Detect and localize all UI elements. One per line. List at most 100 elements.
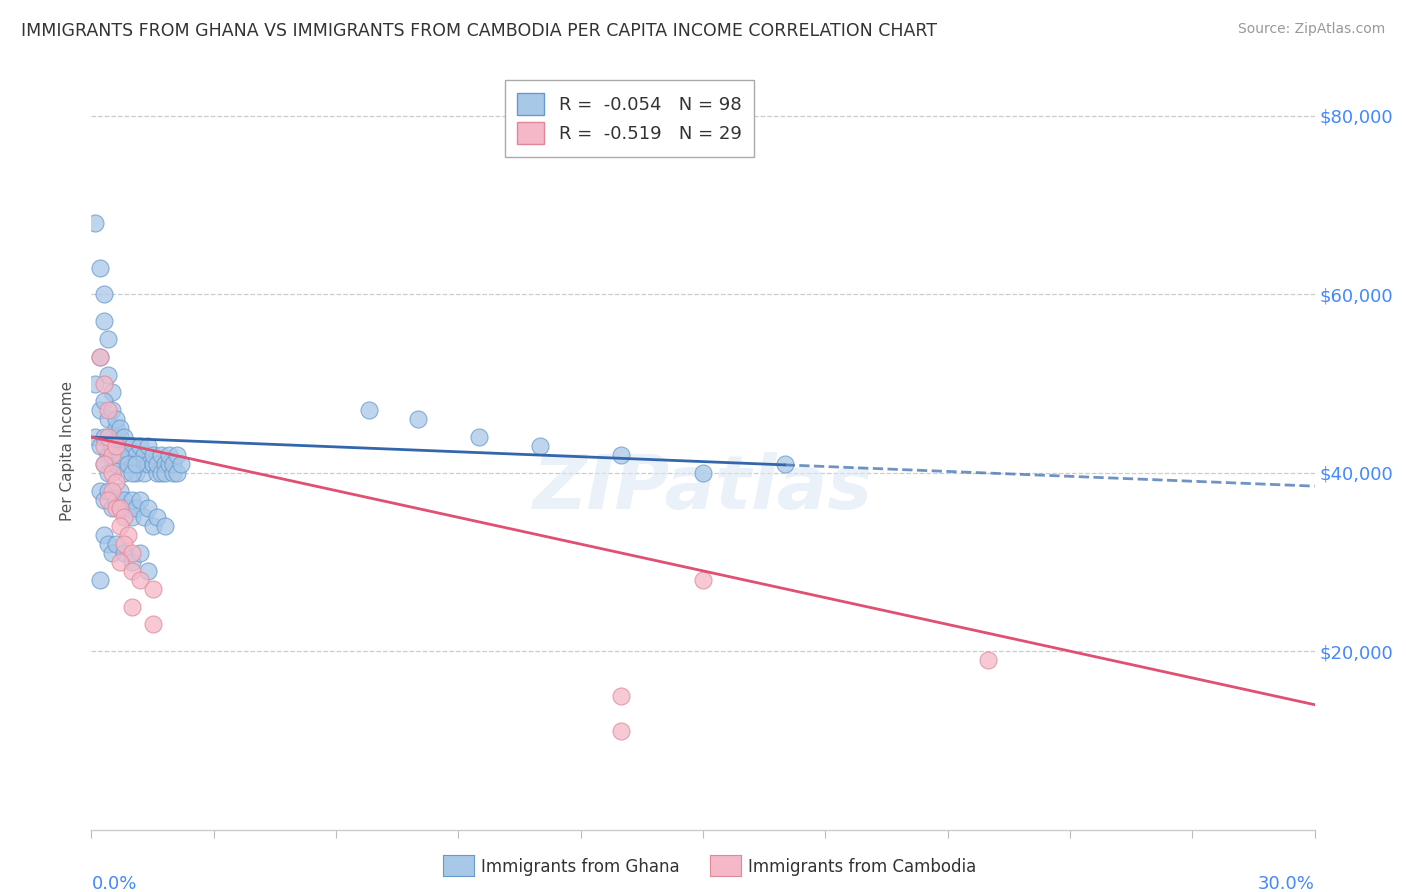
- Point: [108, 448, 131, 462]
- Point: [104, 412, 127, 426]
- Point: [112, 492, 135, 507]
- Point: [89, 573, 111, 587]
- Text: Source: ZipAtlas.com: Source: ZipAtlas.com: [1237, 22, 1385, 37]
- Point: [89, 483, 111, 498]
- Point: [529, 439, 551, 453]
- Point: [121, 466, 143, 480]
- Point: [84, 430, 107, 444]
- Point: [149, 448, 172, 462]
- Point: [112, 537, 135, 551]
- Text: 0.0%: 0.0%: [91, 875, 136, 892]
- Point: [104, 439, 127, 453]
- Point: [610, 448, 633, 462]
- Point: [153, 519, 176, 533]
- Point: [157, 448, 180, 462]
- Point: [104, 492, 127, 507]
- Point: [108, 430, 131, 444]
- Point: [121, 492, 143, 507]
- Point: [166, 448, 188, 462]
- Point: [93, 287, 115, 301]
- Point: [93, 439, 115, 453]
- Point: [121, 510, 143, 524]
- Point: [101, 448, 124, 462]
- Point: [93, 457, 115, 471]
- Point: [145, 457, 167, 471]
- Point: [125, 448, 148, 462]
- Point: [89, 403, 111, 417]
- Point: [108, 501, 131, 516]
- Point: [108, 421, 131, 435]
- Point: [117, 501, 139, 516]
- Point: [149, 466, 172, 480]
- Point: [121, 546, 143, 560]
- Point: [101, 546, 124, 560]
- Point: [117, 439, 139, 453]
- Point: [121, 564, 143, 578]
- Point: [134, 466, 156, 480]
- Point: [121, 457, 143, 471]
- Point: [977, 653, 1000, 667]
- Point: [138, 439, 160, 453]
- Point: [112, 430, 135, 444]
- Point: [101, 466, 124, 480]
- Point: [138, 501, 160, 516]
- Point: [84, 216, 107, 230]
- Point: [93, 430, 115, 444]
- Point: [104, 475, 127, 489]
- Point: [93, 528, 115, 542]
- Text: IMMIGRANTS FROM GHANA VS IMMIGRANTS FROM CAMBODIA PER CAPITA INCOME CORRELATION : IMMIGRANTS FROM GHANA VS IMMIGRANTS FROM…: [21, 22, 936, 40]
- Point: [84, 376, 107, 391]
- Point: [97, 448, 120, 462]
- Point: [610, 724, 633, 739]
- Point: [97, 492, 120, 507]
- Point: [145, 466, 167, 480]
- Point: [97, 412, 120, 426]
- Point: [112, 466, 135, 480]
- Point: [125, 501, 148, 516]
- Point: [467, 430, 491, 444]
- Point: [104, 457, 127, 471]
- Point: [141, 617, 163, 632]
- Point: [610, 689, 633, 703]
- Point: [112, 546, 135, 560]
- Point: [97, 368, 120, 382]
- Point: [93, 314, 115, 328]
- Point: [141, 582, 163, 596]
- Point: [97, 403, 120, 417]
- Point: [89, 260, 111, 275]
- Point: [153, 457, 176, 471]
- Point: [125, 466, 148, 480]
- Point: [101, 501, 124, 516]
- Point: [141, 519, 163, 533]
- Point: [138, 457, 160, 471]
- Point: [153, 466, 176, 480]
- Point: [89, 350, 111, 364]
- Point: [101, 439, 124, 453]
- Point: [112, 510, 135, 524]
- Point: [104, 448, 127, 462]
- Point: [93, 376, 115, 391]
- Point: [357, 403, 380, 417]
- Point: [121, 599, 143, 614]
- Point: [692, 573, 714, 587]
- Point: [141, 457, 163, 471]
- Point: [121, 555, 143, 569]
- Point: [117, 457, 139, 471]
- Point: [129, 492, 152, 507]
- Point: [104, 421, 127, 435]
- Point: [121, 439, 143, 453]
- Text: 30.0%: 30.0%: [1258, 875, 1315, 892]
- Point: [145, 510, 167, 524]
- Point: [108, 483, 131, 498]
- Point: [108, 457, 131, 471]
- Point: [166, 466, 188, 480]
- Point: [117, 528, 139, 542]
- Point: [162, 466, 184, 480]
- Point: [125, 457, 148, 471]
- Point: [101, 448, 124, 462]
- Point: [141, 448, 163, 462]
- Point: [773, 457, 796, 471]
- Point: [108, 555, 131, 569]
- Point: [101, 403, 124, 417]
- Point: [129, 546, 152, 560]
